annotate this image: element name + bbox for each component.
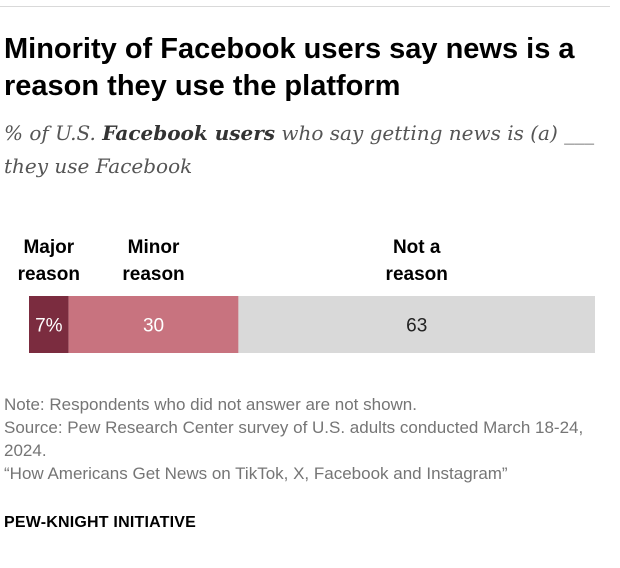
legend-label-major-reason: Major reason — [18, 237, 80, 285]
bar-segment-not-a-reason — [238, 296, 596, 353]
top-divider — [0, 6, 610, 7]
legend-label-minor-reason: Minor reason — [122, 237, 184, 285]
stacked-bar-chart: 7% Major reason 30 Minor reason 63 Not a reason — [18, 237, 596, 353]
note-text: Note: Respondents who did not answer are… — [4, 395, 417, 414]
value-label-not-a-reason: 63 — [406, 316, 427, 337]
chart-notes: Note: Respondents who did not answer are… — [4, 393, 610, 485]
brand-logo-text: PEW-KNIGHT INITIATIVE — [4, 514, 197, 531]
subtitle-suffix: who say getting news is (a) ___ they use… — [4, 121, 595, 178]
bar-segment-minor-reason — [68, 296, 239, 353]
chart-subtitle: % of U.S. Facebook users who say getting… — [4, 117, 610, 183]
legend-label-not-a-reason: Not a reason — [386, 237, 448, 285]
report-title: “How Americans Get News on TikTok, X, Fa… — [4, 464, 508, 483]
subtitle-emphasis: Facebook users — [102, 121, 276, 145]
value-label-minor-reason: 30 — [143, 316, 164, 337]
source-text: Source: Pew Research Center survey of U.… — [4, 418, 584, 460]
value-label-major-reason: 7% — [35, 316, 63, 337]
bar-segment-major-reason — [29, 296, 69, 353]
chart-title: Minority of Facebook users say news is a… — [4, 33, 575, 102]
subtitle-prefix: % of U.S. — [4, 121, 103, 145]
